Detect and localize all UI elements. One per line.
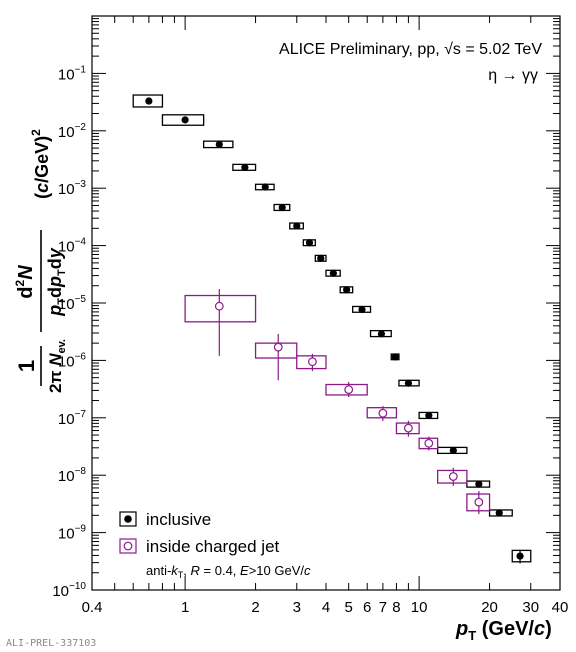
data-point xyxy=(425,411,433,420)
data-point xyxy=(278,203,286,212)
x-tick-label: 1 xyxy=(181,599,189,616)
data-series xyxy=(132,94,532,564)
sys-box xyxy=(466,493,491,512)
series-0 xyxy=(132,94,532,564)
axis-ticks: 0.4 1 2 3 4 5 6 7 8 10 20 30 40 10−10 10−9 10−8 10−7 10−6… xyxy=(52,16,568,616)
data-point xyxy=(495,509,503,517)
data-point xyxy=(317,254,325,262)
svg-text:d2N: d2N xyxy=(13,265,37,299)
sys-box xyxy=(254,342,298,359)
data-point xyxy=(305,239,314,247)
data-point xyxy=(215,140,223,148)
x-tick-label: 40 xyxy=(552,599,569,616)
data-point xyxy=(449,446,457,455)
data-point xyxy=(344,385,354,394)
sys-box xyxy=(184,294,257,323)
y-tick-label: 10−10 xyxy=(52,581,86,600)
legend-marker-jet xyxy=(123,541,133,551)
sys-box xyxy=(366,407,398,419)
x-tick-label: 3 xyxy=(293,599,301,616)
data-point xyxy=(516,552,524,560)
y-tick-label: 10−1 xyxy=(58,64,87,83)
y-tick-label: 10−6 xyxy=(58,351,87,370)
data-point xyxy=(474,497,484,507)
svg-text:(c/GeV)2: (c/GeV)2 xyxy=(29,129,52,199)
legend: inclusive inside charged jet anti-kT, R … xyxy=(119,510,311,580)
legend-marker-inclusive xyxy=(124,515,132,523)
data-point xyxy=(181,116,189,124)
x-tick-label: 20 xyxy=(481,599,498,616)
data-point xyxy=(293,222,301,230)
legend-note: anti-kT, R = 0.4, E>10 GeV/c xyxy=(146,563,311,580)
data-point xyxy=(404,423,413,433)
y-tick-label: 10−7 xyxy=(58,409,87,428)
data-point xyxy=(378,408,388,418)
sys-box xyxy=(511,549,532,563)
svg-text:pTdpTdy: pTdpTdy xyxy=(45,247,68,316)
watermark: ALI-PREL-337103 xyxy=(6,638,96,649)
x-tick-label: 4 xyxy=(322,599,330,616)
sys-box xyxy=(325,383,368,396)
x-tick-label: 5 xyxy=(345,599,353,616)
sys-box xyxy=(395,422,420,435)
data-point xyxy=(308,357,317,367)
y-axis-title: 1 2π Nev. d2N pTdpTdy (c/GeV)2 xyxy=(13,129,68,393)
svg-text:1: 1 xyxy=(14,360,39,372)
data-point xyxy=(241,163,249,172)
data-point xyxy=(329,269,337,277)
sys-box xyxy=(132,94,164,108)
data-point xyxy=(214,301,224,311)
x-tick-label: 7 xyxy=(379,599,387,616)
x-tick-label: 2 xyxy=(251,599,259,616)
data-point xyxy=(358,305,366,314)
series-1 xyxy=(184,289,491,515)
y-tick-label: 10−2 xyxy=(58,122,87,141)
y-tick-label: 10−9 xyxy=(58,524,87,543)
x-tick-label: 30 xyxy=(522,599,539,616)
x-tick-label: 6 xyxy=(363,599,371,616)
sys-box xyxy=(436,469,468,484)
y-tick-label: 10−8 xyxy=(58,466,87,485)
y-tick-label: 10−3 xyxy=(58,179,87,198)
svg-text:2π Nev.: 2π Nev. xyxy=(46,339,68,393)
x-tick-label: 10 xyxy=(411,599,428,616)
data-point xyxy=(448,472,458,481)
x-axis-title: pT (GeV/c) xyxy=(455,618,552,643)
data-point xyxy=(391,353,399,361)
annotation-line1: ALICE Preliminary, pp, √s = 5.02 TeV xyxy=(279,41,542,58)
data-point xyxy=(273,342,283,352)
data-point xyxy=(475,480,483,488)
sys-box xyxy=(296,355,327,370)
legend-label-jet: inside charged jet xyxy=(146,537,280,556)
x-tick-label: 0.4 xyxy=(82,599,103,616)
legend-label-inclusive: inclusive xyxy=(146,510,211,529)
y-tick-label: 10−4 xyxy=(58,237,87,256)
annotation-line2: η → γγ xyxy=(488,67,538,84)
sys-box xyxy=(161,114,205,126)
data-point xyxy=(261,183,269,191)
data-point xyxy=(424,438,434,448)
data-point xyxy=(404,379,413,387)
data-point xyxy=(145,97,153,105)
chart-annotation: ALICE Preliminary, pp, √s = 5.02 TeV η →… xyxy=(279,41,542,84)
x-tick-label: 8 xyxy=(392,599,400,616)
y-tick-label: 10−5 xyxy=(58,294,87,313)
data-point xyxy=(377,330,386,338)
data-point xyxy=(343,286,351,294)
